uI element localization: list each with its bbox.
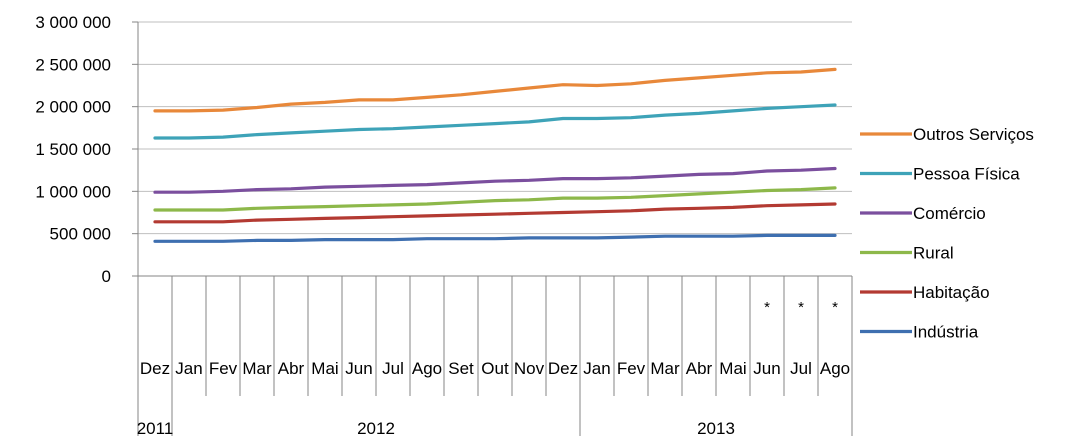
x-tick-label: Abr xyxy=(686,359,713,378)
year-label: 2011 xyxy=(137,419,174,436)
x-tick-label: Jun xyxy=(753,359,780,378)
x-tick-mark: * xyxy=(798,299,804,316)
x-tick-label: Fev xyxy=(209,359,238,378)
legend-label: Pessoa Física xyxy=(913,165,1020,184)
series-layer xyxy=(153,67,837,243)
legend-label: Comércio xyxy=(913,204,986,223)
y-tick-label: 1 500 000 xyxy=(35,140,111,159)
y-tick-label: 0 xyxy=(102,267,111,286)
x-tick-label: Jul xyxy=(790,359,812,378)
legend: Outros Serviços Pessoa Física Comércio Rura… xyxy=(860,125,1034,342)
x-tick-label: Jul xyxy=(382,359,404,378)
legend-label: Indústria xyxy=(913,323,979,342)
x-tick-label: Nov xyxy=(514,359,545,378)
x-tick-label: Abr xyxy=(278,359,305,378)
series-line xyxy=(153,166,837,194)
x-tick-label: Mai xyxy=(311,359,338,378)
year-label: 2013 xyxy=(697,419,735,436)
y-tick-label: 2 000 000 xyxy=(35,98,111,117)
legend-label: Outros Serviços xyxy=(913,125,1034,144)
series-line xyxy=(153,233,837,243)
y-tick-label: 500 000 xyxy=(50,225,111,244)
x-tick-mark: * xyxy=(764,299,770,316)
y-tick-label: 2 500 000 xyxy=(35,55,111,74)
x-tick-label: Jan xyxy=(583,359,610,378)
axis-layer xyxy=(132,21,853,436)
x-tick-label: Mai xyxy=(719,359,746,378)
series-line xyxy=(153,67,837,113)
legend-label: Habitação xyxy=(913,283,990,302)
x-tick-mark: * xyxy=(832,299,838,316)
x-tick-label: Ago xyxy=(820,359,850,378)
series-line xyxy=(153,103,837,140)
x-tick-label: Mar xyxy=(242,359,272,378)
series-line xyxy=(153,202,837,224)
y-tick-label: 1 000 000 xyxy=(35,182,111,201)
x-tick-label: Fev xyxy=(617,359,646,378)
x-tick-label: Dez xyxy=(140,359,170,378)
x-tick-label: Dez xyxy=(548,359,578,378)
x-tick-label: Jan xyxy=(175,359,202,378)
legend-label: Rural xyxy=(913,244,954,263)
x-tick-label: Out xyxy=(481,359,509,378)
label-layer: 0 500 000 1 000 000 1 500 000 2 000 000 2 500… xyxy=(35,13,850,436)
y-tick-label: 3 000 000 xyxy=(35,13,111,32)
x-tick-label: Jun xyxy=(345,359,372,378)
x-tick-label: Set xyxy=(448,359,474,378)
x-tick-label: Mar xyxy=(650,359,680,378)
year-label: 2012 xyxy=(357,419,395,436)
series-line xyxy=(153,186,837,212)
x-tick-label: Ago xyxy=(412,359,442,378)
